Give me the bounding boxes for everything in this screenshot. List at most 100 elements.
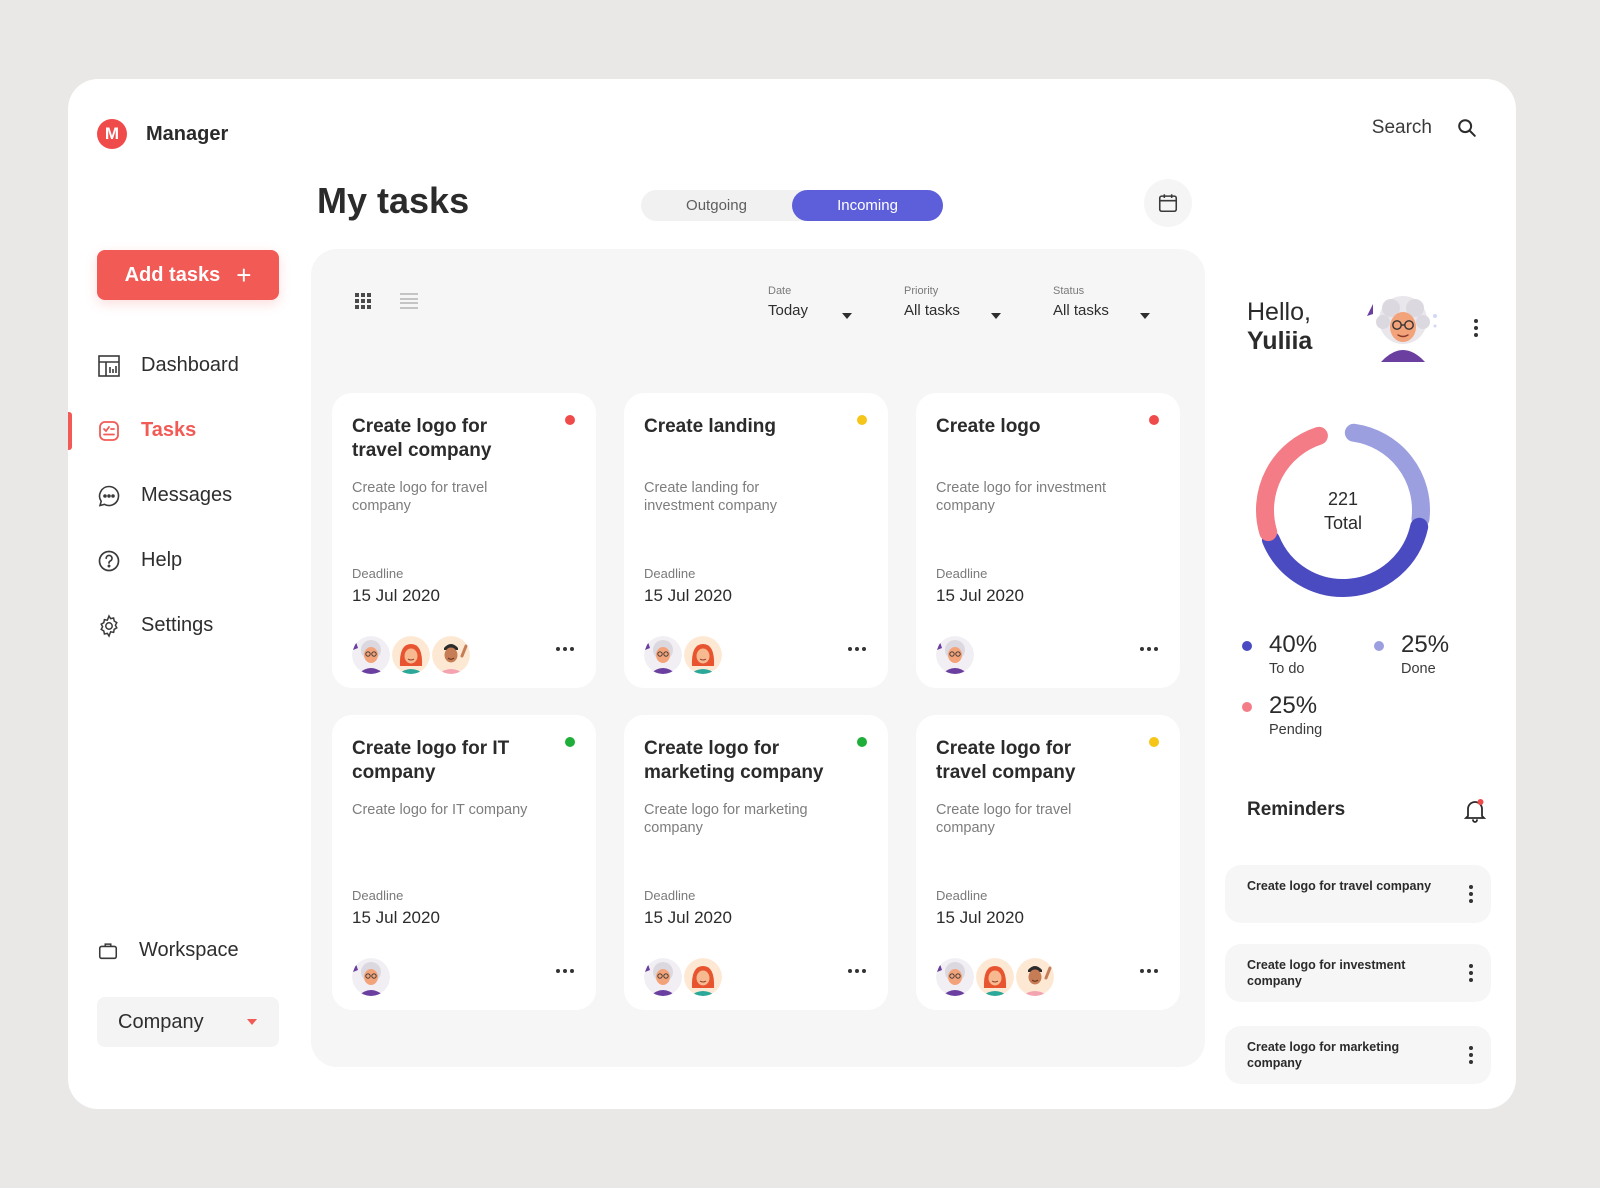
filter-value: Today bbox=[768, 302, 809, 319]
filter-value: All tasks bbox=[904, 302, 960, 319]
donut-segment-to-do bbox=[1261, 517, 1429, 597]
task-title: Create logo for IT company bbox=[352, 738, 510, 783]
tab-outgoing[interactable]: Outgoing bbox=[686, 197, 747, 214]
add-tasks-label: Add tasks bbox=[124, 263, 221, 286]
profile-menu-icon[interactable] bbox=[1474, 319, 1478, 337]
more-options-icon[interactable] bbox=[556, 969, 574, 973]
more-options-icon[interactable] bbox=[556, 647, 574, 651]
sidebar-item-settings[interactable]: Settings bbox=[68, 593, 308, 658]
reminder-menu-icon[interactable] bbox=[1469, 1046, 1473, 1064]
deadline-label: Deadline bbox=[352, 888, 404, 903]
search[interactable]: Search bbox=[1372, 117, 1478, 139]
reminder-item[interactable]: Create logo for marketing company bbox=[1225, 1026, 1491, 1084]
deadline-value: 15 Jul 2020 bbox=[644, 908, 732, 927]
search-icon[interactable] bbox=[1456, 117, 1478, 139]
filter-label: Date bbox=[768, 285, 792, 297]
assignee-avatar[interactable] bbox=[976, 958, 1014, 996]
greeting: Hello, Yuliia bbox=[1247, 298, 1312, 356]
chevron-down-icon[interactable] bbox=[991, 313, 1001, 319]
avatar[interactable] bbox=[1361, 292, 1441, 362]
settings-icon bbox=[100, 613, 118, 638]
sidebar-nav: Dashboard Tasks Messages Help Settings bbox=[68, 333, 308, 658]
task-card[interactable]: Create logo for travel company Create lo… bbox=[916, 715, 1180, 1010]
assignee-avatar[interactable] bbox=[936, 958, 974, 996]
stats-donut-chart bbox=[1256, 423, 1430, 597]
assignee-avatars bbox=[936, 958, 1056, 996]
search-label: Search bbox=[1371, 117, 1432, 138]
grid-view-icon[interactable] bbox=[355, 293, 371, 309]
assignee-avatar[interactable] bbox=[684, 958, 722, 996]
more-options-icon[interactable] bbox=[1140, 969, 1158, 973]
task-title: Create logo bbox=[936, 416, 1041, 437]
list-view-icon[interactable] bbox=[400, 293, 418, 309]
tab-incoming[interactable]: Incoming bbox=[792, 190, 943, 221]
task-card[interactable]: Create logo for IT company Create logo f… bbox=[332, 715, 596, 1010]
assignee-avatar[interactable] bbox=[1016, 958, 1054, 996]
sidebar-item-help[interactable]: Help bbox=[68, 528, 308, 593]
task-card[interactable]: Create landing Create landing for invest… bbox=[624, 393, 888, 688]
filter-value: All tasks bbox=[1053, 302, 1109, 319]
calendar-icon bbox=[1158, 194, 1178, 213]
assignee-avatar[interactable] bbox=[392, 636, 430, 674]
task-description: Create logo for investment company bbox=[936, 480, 1107, 514]
task-title: Create logo for travel company bbox=[352, 416, 492, 461]
page-title: My tasks bbox=[317, 180, 470, 221]
assignee-avatar[interactable] bbox=[352, 636, 390, 674]
sidebar-item-label: Dashboard bbox=[141, 354, 239, 376]
filter-status[interactable]: Status All tasks bbox=[1053, 285, 1109, 319]
chevron-down-icon[interactable] bbox=[842, 313, 852, 319]
deadline-label: Deadline bbox=[936, 566, 988, 581]
task-card[interactable]: Create logo Create logo for investment c… bbox=[916, 393, 1180, 688]
reminder-item[interactable]: Create logo for investment company bbox=[1225, 944, 1491, 1002]
sidebar-item-tasks[interactable]: Tasks bbox=[68, 398, 308, 463]
task-title: Create landing bbox=[644, 416, 776, 437]
more-options-icon[interactable] bbox=[1140, 647, 1158, 651]
assignee-avatar[interactable] bbox=[352, 958, 390, 996]
filter-date[interactable]: Date Today bbox=[768, 285, 808, 319]
assignee-avatar[interactable] bbox=[684, 636, 722, 674]
bell-icon[interactable] bbox=[1463, 797, 1487, 823]
reminder-menu-icon[interactable] bbox=[1469, 885, 1473, 903]
sidebar-item-messages[interactable]: Messages bbox=[68, 463, 308, 528]
sidebar-item-dashboard[interactable]: Dashboard bbox=[68, 333, 308, 398]
assignee-avatars bbox=[644, 958, 724, 996]
deadline-label: Deadline bbox=[644, 566, 696, 581]
add-tasks-button[interactable]: Add tasks + bbox=[97, 250, 279, 300]
assignee-avatar[interactable] bbox=[644, 958, 682, 996]
task-card[interactable]: Create logo for marketing company Create… bbox=[624, 715, 888, 1010]
task-status-dot bbox=[1149, 415, 1159, 425]
assignee-avatar[interactable] bbox=[936, 636, 974, 674]
reminder-menu-icon[interactable] bbox=[1469, 964, 1473, 982]
assignee-avatar[interactable] bbox=[644, 636, 682, 674]
greeting-text: Hello, bbox=[1247, 298, 1311, 326]
calendar-button[interactable] bbox=[1144, 179, 1192, 227]
more-options-icon[interactable] bbox=[848, 969, 866, 973]
task-board: Date Today Priority All tasks Status All… bbox=[311, 249, 1205, 1067]
legend-value: 40% bbox=[1269, 631, 1318, 658]
filter-priority[interactable]: Priority All tasks bbox=[904, 285, 960, 319]
task-card[interactable]: Create logo for travel company Create lo… bbox=[332, 393, 596, 688]
reminder-text: Create logo for marketing company bbox=[1247, 1040, 1400, 1070]
deadline-value: 15 Jul 2020 bbox=[936, 586, 1024, 605]
filter-label: Priority bbox=[904, 285, 939, 297]
help-icon bbox=[98, 550, 120, 571]
task-status-dot bbox=[857, 737, 867, 747]
brand-name: Manager bbox=[146, 122, 229, 145]
more-options-icon[interactable] bbox=[848, 647, 866, 651]
company-select[interactable]: Company bbox=[97, 997, 279, 1047]
task-status-dot bbox=[857, 415, 867, 425]
donut-segment-done bbox=[1344, 423, 1430, 528]
reminder-item[interactable]: Create logo for travel company bbox=[1225, 865, 1491, 923]
assignee-avatars bbox=[936, 636, 976, 674]
task-status-dot bbox=[565, 415, 575, 425]
assignee-avatar[interactable] bbox=[432, 636, 470, 674]
deadline-value: 15 Jul 2020 bbox=[352, 586, 440, 605]
task-title: Create logo for travel company bbox=[936, 738, 1076, 783]
workspace-label: Workspace bbox=[139, 939, 239, 961]
filter-label: Status bbox=[1053, 285, 1085, 297]
task-status-dot bbox=[565, 737, 575, 747]
brand[interactable]: M Manager bbox=[97, 119, 228, 149]
assignee-avatars bbox=[352, 958, 392, 996]
chevron-down-icon[interactable] bbox=[1140, 313, 1150, 319]
workspace[interactable]: Workspace bbox=[97, 939, 239, 962]
